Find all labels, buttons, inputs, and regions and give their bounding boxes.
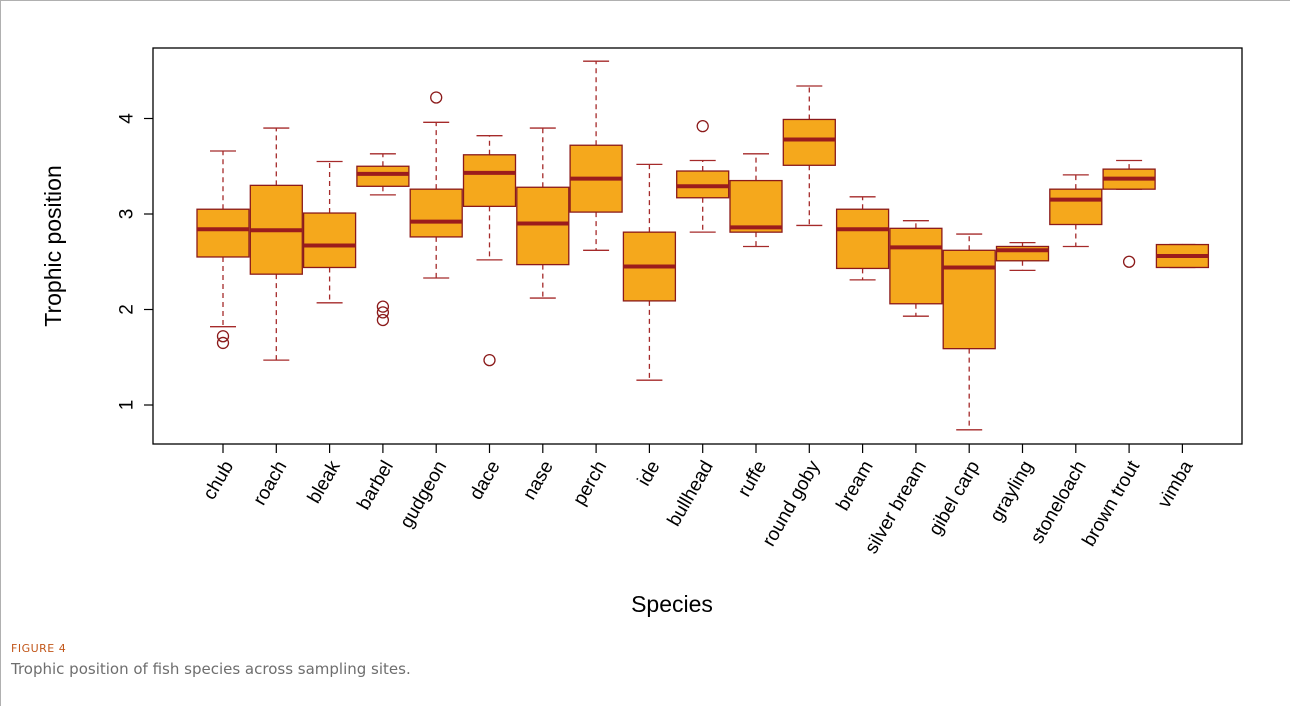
box-ruffe: [730, 154, 782, 247]
x-tick-label: chub: [199, 457, 238, 503]
iqr-box: [197, 209, 249, 257]
box-ide: [623, 164, 675, 380]
box-brown-trout: [1103, 161, 1155, 268]
iqr-box: [464, 155, 516, 207]
x-axis-title: Species: [631, 591, 713, 617]
x-tick-label: nase: [519, 457, 558, 503]
box-grayling: [997, 243, 1049, 271]
x-tick-label: barbel: [353, 457, 398, 513]
outlier-point: [218, 337, 229, 348]
box-round-goby: [783, 86, 835, 225]
x-tick-label: gibel carp: [925, 457, 984, 539]
y-axis: 1 2 3 4: [117, 113, 153, 411]
outlier-point: [1124, 256, 1135, 267]
x-tick-label: ruffe: [734, 457, 771, 500]
figure-caption: Trophic position of fish species across …: [11, 660, 411, 678]
y-axis-title: Trophic position: [40, 165, 66, 327]
y-tick-label: 2: [117, 304, 138, 315]
iqr-box: [837, 209, 889, 268]
iqr-box: [357, 166, 409, 186]
y-tick-label: 1: [117, 400, 138, 411]
box-roach: [250, 128, 302, 360]
x-tick-label: bleak: [304, 457, 345, 507]
figure-label: FIGURE 4: [11, 642, 66, 655]
box-stoneloach: [1050, 175, 1102, 247]
box-dace: [464, 136, 516, 366]
iqr-box: [890, 228, 942, 303]
box-silver-bream: [890, 221, 942, 317]
outlier-point: [218, 331, 229, 342]
iqr-box: [304, 213, 356, 267]
iqr-box: [943, 250, 995, 348]
box-perch: [570, 61, 622, 250]
x-tick-label: dace: [466, 457, 505, 503]
iqr-box: [783, 119, 835, 165]
box-bullhead: [677, 121, 729, 233]
x-tick-label: gudgeon: [396, 457, 451, 532]
box-nase: [517, 128, 569, 298]
box-chub: [197, 151, 249, 348]
outlier-point: [377, 315, 388, 326]
x-tick-label: perch: [569, 457, 611, 509]
y-tick-label: 4: [117, 113, 138, 124]
x-tick-label: bullhead: [664, 457, 718, 530]
x-tick-label: roach: [249, 457, 291, 509]
x-tick-label: grayling: [986, 457, 1037, 525]
box-gudgeon: [410, 92, 462, 278]
iqr-box: [410, 189, 462, 237]
x-tick-label: ide: [634, 457, 665, 489]
box-bream: [837, 197, 889, 280]
box-barbel: [357, 154, 409, 326]
box-vimba: [1156, 245, 1208, 268]
y-tick-label: 3: [117, 209, 138, 220]
iqr-box: [517, 187, 569, 264]
outlier-point: [697, 121, 708, 132]
outlier-point: [431, 92, 442, 103]
iqr-box: [730, 181, 782, 233]
x-tick-label: vimba: [1154, 457, 1198, 512]
x-tick-label: bream: [833, 457, 878, 514]
outlier-point: [484, 355, 495, 366]
box-series: [197, 61, 1208, 430]
box-gibel-carp: [943, 234, 995, 430]
box-bleak: [304, 161, 356, 302]
iqr-box: [1050, 189, 1102, 224]
